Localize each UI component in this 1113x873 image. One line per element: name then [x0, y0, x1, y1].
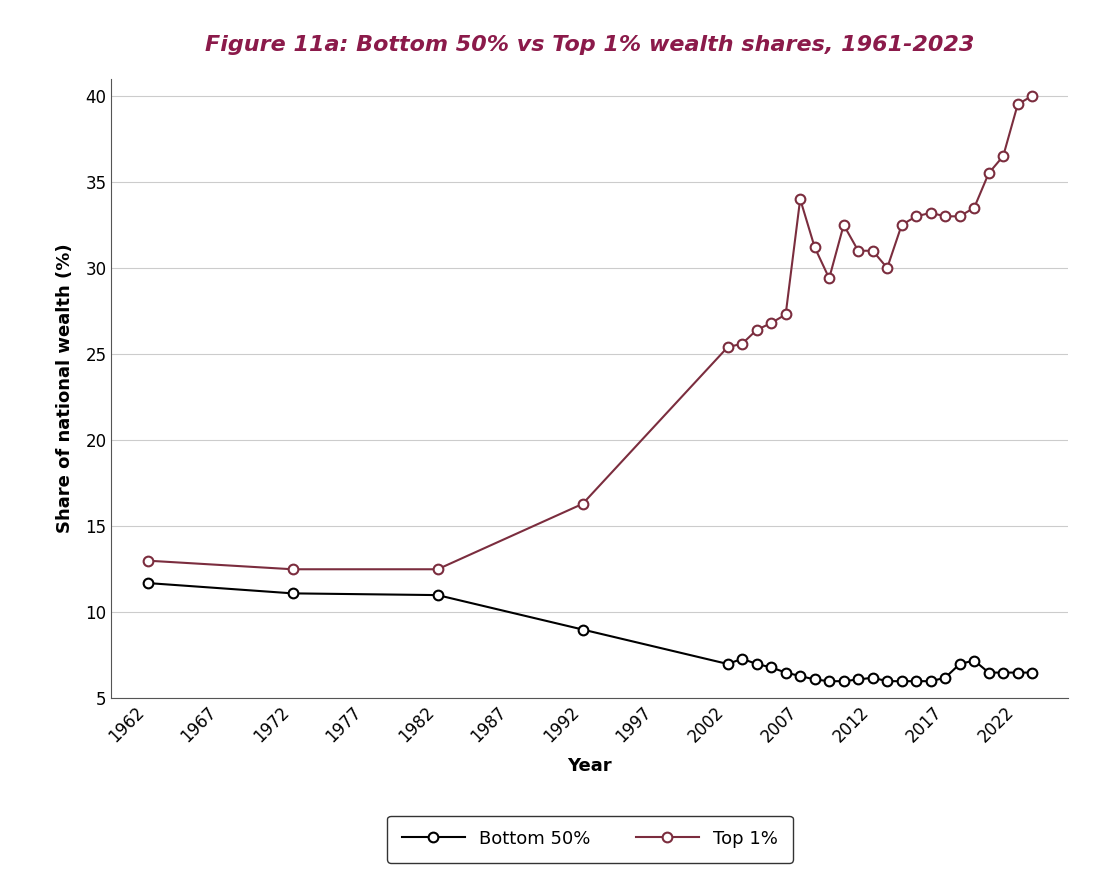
- Y-axis label: Share of national wealth (%): Share of national wealth (%): [56, 244, 75, 533]
- Title: Figure 11a: Bottom 50% vs Top 1% wealth shares, 1961-2023: Figure 11a: Bottom 50% vs Top 1% wealth …: [205, 35, 975, 55]
- X-axis label: Year: Year: [568, 757, 612, 775]
- Legend: Bottom 50%, Top 1%: Bottom 50%, Top 1%: [387, 815, 792, 863]
